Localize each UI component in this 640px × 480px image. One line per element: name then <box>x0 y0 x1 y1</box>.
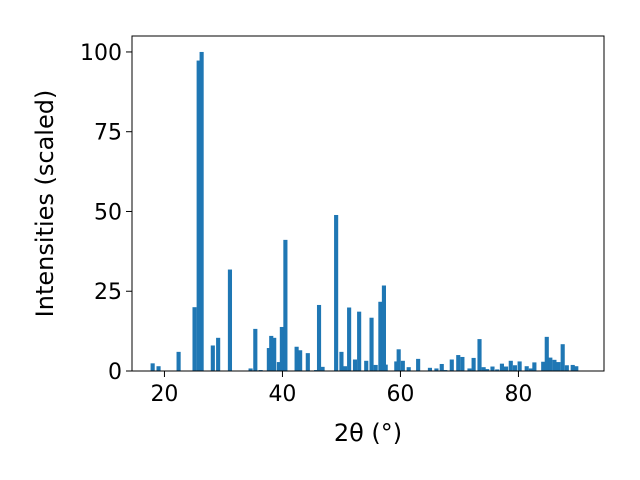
bar <box>199 51 204 371</box>
bar <box>227 269 233 371</box>
bar <box>347 307 352 371</box>
bars-group <box>150 51 579 371</box>
bar <box>192 307 197 371</box>
bar <box>342 366 348 371</box>
x-tick-label: 60 <box>386 382 414 407</box>
bar <box>156 366 161 371</box>
bar <box>570 364 575 371</box>
bar <box>490 366 495 371</box>
bar <box>456 355 461 371</box>
x-ticks-group: 20 40 60 80 <box>150 371 532 407</box>
bar <box>574 366 579 371</box>
bar <box>383 364 388 371</box>
bar <box>495 369 500 371</box>
x-axis-label: 2θ (°) <box>334 419 402 447</box>
bar <box>512 365 517 371</box>
bar <box>416 358 421 371</box>
bar <box>564 365 569 371</box>
bar <box>283 239 288 371</box>
x-tick-label: 40 <box>268 382 296 407</box>
y-tick-label: 50 <box>94 200 122 225</box>
bar <box>508 360 513 371</box>
y-tick-label: 25 <box>94 280 122 305</box>
bar <box>541 361 546 371</box>
bar <box>298 350 303 371</box>
y-tick-label: 100 <box>80 41 122 66</box>
bar <box>216 337 221 371</box>
bar <box>552 359 557 371</box>
bar <box>406 367 411 371</box>
bar <box>485 369 490 371</box>
bar <box>272 337 277 371</box>
bar <box>253 328 258 371</box>
bar <box>439 363 444 371</box>
bar <box>427 367 433 371</box>
y-ticks-group: 0 25 50 75 100 <box>80 41 132 385</box>
bar <box>381 285 386 371</box>
bar <box>305 353 310 371</box>
bar <box>373 364 378 371</box>
y-tick-label: 75 <box>94 121 122 146</box>
y-axis-label: Intensities (scaled) <box>31 90 59 318</box>
bar <box>320 366 325 371</box>
bar <box>532 362 537 371</box>
bar <box>477 339 482 371</box>
bar <box>504 366 509 371</box>
bar <box>460 356 465 371</box>
bar <box>394 361 399 371</box>
bar <box>548 357 553 371</box>
bar <box>467 368 472 371</box>
bar <box>471 357 476 371</box>
bar <box>150 363 155 371</box>
bar <box>396 349 401 371</box>
y-tick-label: 0 <box>108 360 122 385</box>
bar <box>524 366 529 371</box>
bar <box>449 359 454 371</box>
bar <box>544 336 549 371</box>
bar <box>210 345 215 371</box>
bar <box>357 311 362 371</box>
x-tick-label: 20 <box>150 382 178 407</box>
bar <box>481 367 486 371</box>
bar <box>352 359 358 371</box>
bar <box>339 351 344 371</box>
bar <box>369 317 374 371</box>
bar <box>294 346 299 371</box>
plot-frame <box>131 35 605 372</box>
bar <box>266 348 271 371</box>
bar <box>196 60 201 371</box>
bar <box>434 368 439 371</box>
bar <box>248 368 253 371</box>
bar <box>528 368 533 371</box>
x-tick-label: 80 <box>504 382 532 407</box>
bar <box>269 335 274 371</box>
bar <box>176 351 181 371</box>
bar <box>378 301 383 371</box>
bar <box>400 360 405 371</box>
bar <box>316 304 322 371</box>
bar <box>560 344 565 371</box>
bar <box>499 363 504 371</box>
bar <box>276 362 281 371</box>
bar <box>279 326 284 371</box>
bar <box>334 214 339 371</box>
bar <box>556 362 561 371</box>
bar <box>364 360 369 371</box>
bar <box>517 361 522 371</box>
